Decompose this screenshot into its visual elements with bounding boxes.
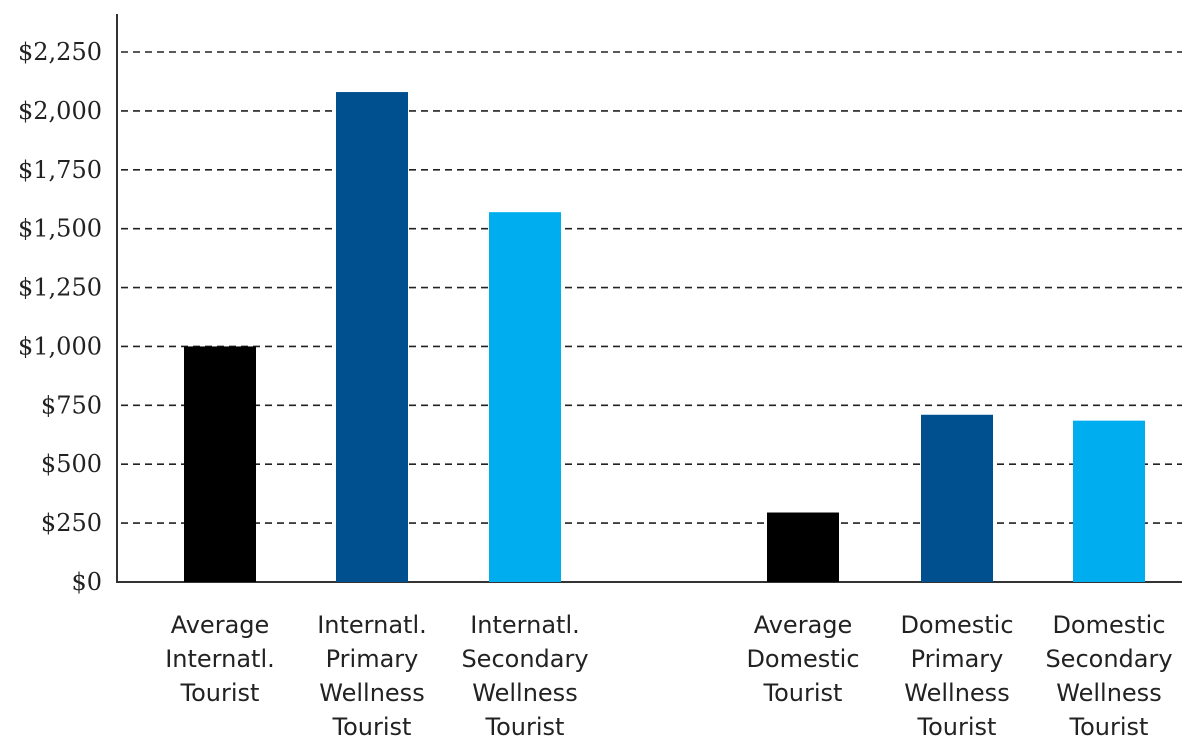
y-tick-label: $250 xyxy=(41,509,102,537)
y-tick-label: $2,000 xyxy=(18,97,102,125)
y-tick-label: $750 xyxy=(41,391,102,419)
x-category-label-line: Domestic xyxy=(1052,611,1165,639)
x-category-label-line: Wellness xyxy=(1056,679,1161,707)
y-tick-label: $1,500 xyxy=(18,215,102,243)
x-category-label: Average Domestic Tourist xyxy=(746,611,859,707)
bar xyxy=(184,346,256,582)
x-category-label-line: Wellness xyxy=(904,679,1009,707)
x-category-label: Internatl. Secondary Wellness Tourist xyxy=(461,611,588,740)
x-category-label-line: Internatl. xyxy=(165,645,275,673)
y-tick-label: $1,750 xyxy=(18,156,102,184)
x-category-label-line: Internatl. xyxy=(317,611,427,639)
x-category-label-line: Tourist xyxy=(917,713,997,740)
x-category-label-line: Average xyxy=(754,611,853,639)
x-category-label-line: Internatl. xyxy=(470,611,580,639)
y-tick-label: $500 xyxy=(41,450,102,478)
x-category-label: Domestic Primary Wellness Tourist xyxy=(900,611,1013,740)
y-tick-label: $2,250 xyxy=(18,38,102,66)
x-category-label-line: Tourist xyxy=(332,713,412,740)
x-category-label: Domestic Secondary Wellness Tourist xyxy=(1045,611,1172,740)
x-category-label: Average Internatl. Tourist xyxy=(165,611,275,707)
x-category-label-line: Tourist xyxy=(763,679,843,707)
x-category-label: Internatl. Primary Wellness Tourist xyxy=(317,611,427,740)
y-tick-label: $1,000 xyxy=(18,332,102,360)
x-category-label-line: Tourist xyxy=(485,713,565,740)
bar xyxy=(921,414,993,582)
y-tick-label: $0 xyxy=(71,568,102,596)
x-category-label-line: Tourist xyxy=(180,679,260,707)
y-tick-label: $1,250 xyxy=(18,274,102,302)
bar xyxy=(1073,420,1145,582)
bar xyxy=(336,92,408,583)
x-category-label-line: Average xyxy=(171,611,270,639)
x-category-label-line: Domestic xyxy=(746,645,859,673)
x-category-label-line: Domestic xyxy=(900,611,1013,639)
bar xyxy=(767,512,839,582)
x-category-label-line: Primary xyxy=(911,645,1004,673)
bar xyxy=(489,212,561,582)
x-category-label-line: Wellness xyxy=(472,679,577,707)
x-category-label-line: Primary xyxy=(326,645,419,673)
x-category-label-line: Tourist xyxy=(1069,713,1149,740)
x-category-label-line: Wellness xyxy=(319,679,424,707)
x-category-label-line: Secondary xyxy=(1045,645,1172,673)
x-category-label-line: Secondary xyxy=(461,645,588,673)
